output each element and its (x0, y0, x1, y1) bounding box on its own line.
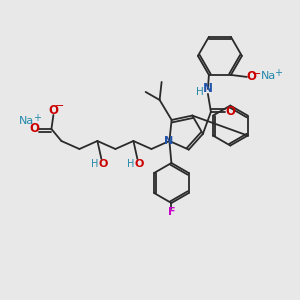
Text: −: − (55, 101, 64, 111)
Text: Na: Na (261, 71, 277, 81)
Text: F: F (168, 207, 175, 217)
Text: +: + (33, 113, 41, 123)
Text: N: N (164, 136, 173, 146)
Text: O: O (246, 70, 256, 83)
Text: O: O (48, 103, 59, 116)
Text: O: O (135, 159, 144, 169)
Text: −: − (252, 69, 262, 79)
Text: H: H (91, 159, 98, 169)
Text: O: O (99, 159, 108, 169)
Text: H: H (127, 159, 134, 169)
Text: O: O (225, 105, 235, 119)
Text: +: + (274, 68, 282, 78)
Text: Na: Na (19, 116, 34, 126)
Text: O: O (29, 122, 39, 136)
Text: N: N (203, 82, 213, 95)
Text: H: H (196, 87, 204, 97)
